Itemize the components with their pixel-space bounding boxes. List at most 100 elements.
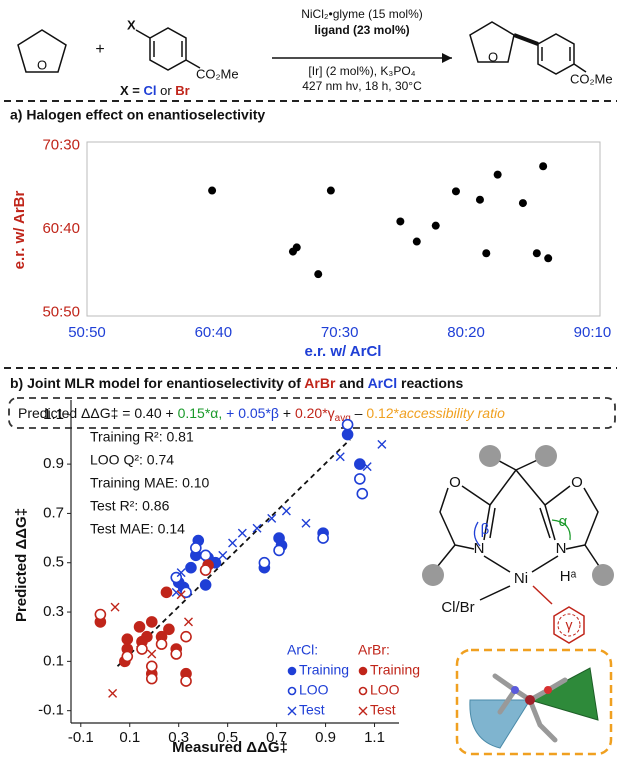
arrow-head bbox=[442, 53, 452, 63]
x-tick-label: -0.1 bbox=[68, 729, 94, 746]
x-tick-label: 90:10 bbox=[574, 324, 612, 341]
data-point bbox=[171, 649, 181, 659]
legend-label: LOO bbox=[370, 682, 400, 698]
legend-marker bbox=[289, 668, 296, 675]
plus-sign: + bbox=[95, 41, 104, 58]
condition: 427 nm hν, 18 h, 30°C bbox=[302, 79, 422, 93]
data-point bbox=[396, 217, 404, 225]
title-part: ArBr bbox=[304, 375, 336, 391]
eq-part: – bbox=[351, 405, 367, 421]
data-point bbox=[318, 533, 328, 543]
atom-3d bbox=[511, 686, 519, 694]
panel-a-title: a) Halogen effect on enantioselectivity bbox=[10, 107, 265, 123]
legend-group: ArCl: bbox=[287, 642, 318, 658]
x-tick-label: 60:40 bbox=[195, 324, 233, 341]
data-point bbox=[314, 270, 322, 278]
data-point bbox=[494, 171, 502, 179]
panel-b-title: b) Joint MLR model for enantioselectivit… bbox=[10, 375, 463, 391]
x-def: X = bbox=[120, 83, 144, 98]
data-point bbox=[157, 639, 167, 649]
atom-label: Hᵃ bbox=[560, 568, 577, 585]
condition: ligand (23 mol%) bbox=[314, 23, 409, 37]
data-point bbox=[482, 249, 490, 257]
data-point bbox=[452, 187, 460, 195]
data-point bbox=[201, 580, 211, 590]
data-point bbox=[274, 545, 284, 555]
arene bbox=[150, 28, 186, 70]
legend-group: ArBr: bbox=[358, 642, 390, 658]
y-tick-label: 0.5 bbox=[43, 554, 64, 571]
data-point bbox=[336, 453, 344, 461]
data-point bbox=[343, 430, 353, 440]
atom-3d bbox=[544, 686, 552, 694]
trend-line bbox=[118, 439, 351, 666]
data-point bbox=[148, 650, 156, 658]
data-point bbox=[293, 243, 301, 251]
y-axis-label: e.r. w/ ArBr bbox=[11, 191, 28, 270]
data-point bbox=[122, 651, 132, 661]
data-point bbox=[95, 610, 105, 620]
x-def: or bbox=[157, 83, 176, 98]
atom-3d bbox=[525, 695, 535, 705]
eq-part: 0.15*α, bbox=[178, 405, 227, 421]
data-point bbox=[238, 529, 246, 537]
title-part: b) Joint MLR model for enantioselectivit… bbox=[10, 375, 304, 391]
x-label: X bbox=[127, 17, 136, 32]
atom-label: N bbox=[556, 540, 567, 557]
x-axis-label: e.r. w/ ArCl bbox=[305, 343, 382, 360]
atom-label: N bbox=[474, 540, 485, 557]
data-point bbox=[147, 661, 157, 671]
substituent bbox=[422, 564, 444, 586]
data-point bbox=[327, 187, 335, 195]
legend-marker bbox=[288, 707, 296, 715]
data-point bbox=[533, 249, 541, 257]
y-tick-label: 0.9 bbox=[43, 455, 64, 472]
data-point bbox=[219, 551, 227, 559]
atom-label: O bbox=[449, 474, 461, 491]
angle-label: β bbox=[481, 521, 490, 538]
x-definition: X = Cl or Br bbox=[120, 83, 190, 98]
eq-part: 0.20*γ bbox=[295, 405, 335, 421]
stat-annotation: Training R²: 0.81 bbox=[90, 429, 194, 445]
atom-label: O bbox=[488, 49, 498, 64]
eq-part: 0.12* bbox=[366, 405, 399, 421]
y-tick-label: 50:50 bbox=[42, 304, 80, 321]
substituent bbox=[535, 445, 557, 467]
data-point bbox=[201, 550, 211, 560]
data-point bbox=[109, 689, 117, 697]
equation: Predicted ΔΔG‡ = 0.40 + 0.15*α, + 0.05*β… bbox=[18, 405, 505, 424]
x-tick-label: 50:50 bbox=[68, 324, 106, 341]
data-point bbox=[539, 162, 547, 170]
substituent bbox=[479, 445, 501, 467]
x-def-cl: Cl bbox=[144, 83, 157, 98]
data-point bbox=[161, 587, 171, 597]
x-tick-label: 0.9 bbox=[315, 729, 336, 746]
legend-marker bbox=[360, 688, 367, 695]
x-tick-label: 70:30 bbox=[321, 324, 359, 341]
atom-label: Ni bbox=[514, 570, 528, 587]
data-point bbox=[201, 565, 211, 575]
eq-part: Predicted ΔΔG‡ = 0.40 + bbox=[18, 405, 178, 421]
legend-marker bbox=[289, 688, 296, 695]
y-tick-label: 60:40 bbox=[42, 220, 80, 237]
data-point bbox=[208, 187, 216, 195]
title-part: and bbox=[335, 375, 367, 391]
data-point bbox=[302, 519, 310, 527]
stat-annotation: Test R²: 0.86 bbox=[90, 498, 170, 514]
data-point bbox=[181, 632, 191, 642]
ester-label: CO₂Me bbox=[196, 66, 239, 81]
condition: [Ir] (2 mol%), K₃PO₄ bbox=[308, 64, 415, 78]
legend-marker bbox=[360, 668, 367, 675]
eq-part: + bbox=[279, 405, 295, 421]
stat-annotation: LOO Q²: 0.74 bbox=[90, 452, 174, 468]
stat-annotation: Test MAE: 0.14 bbox=[90, 521, 185, 537]
data-point bbox=[229, 539, 237, 547]
y-tick-label: 1.1 bbox=[43, 406, 64, 423]
data-point bbox=[147, 617, 157, 627]
wedge-bond bbox=[514, 35, 538, 44]
ligand-structure: O O N N Ni Hᵃ Cl/Br α β γ bbox=[422, 445, 614, 643]
data-point bbox=[282, 507, 290, 515]
y-tick-label: 70:30 bbox=[42, 136, 80, 153]
eq-part: + 0.05*β bbox=[226, 405, 279, 421]
y-tick-label: 0.1 bbox=[43, 652, 64, 669]
